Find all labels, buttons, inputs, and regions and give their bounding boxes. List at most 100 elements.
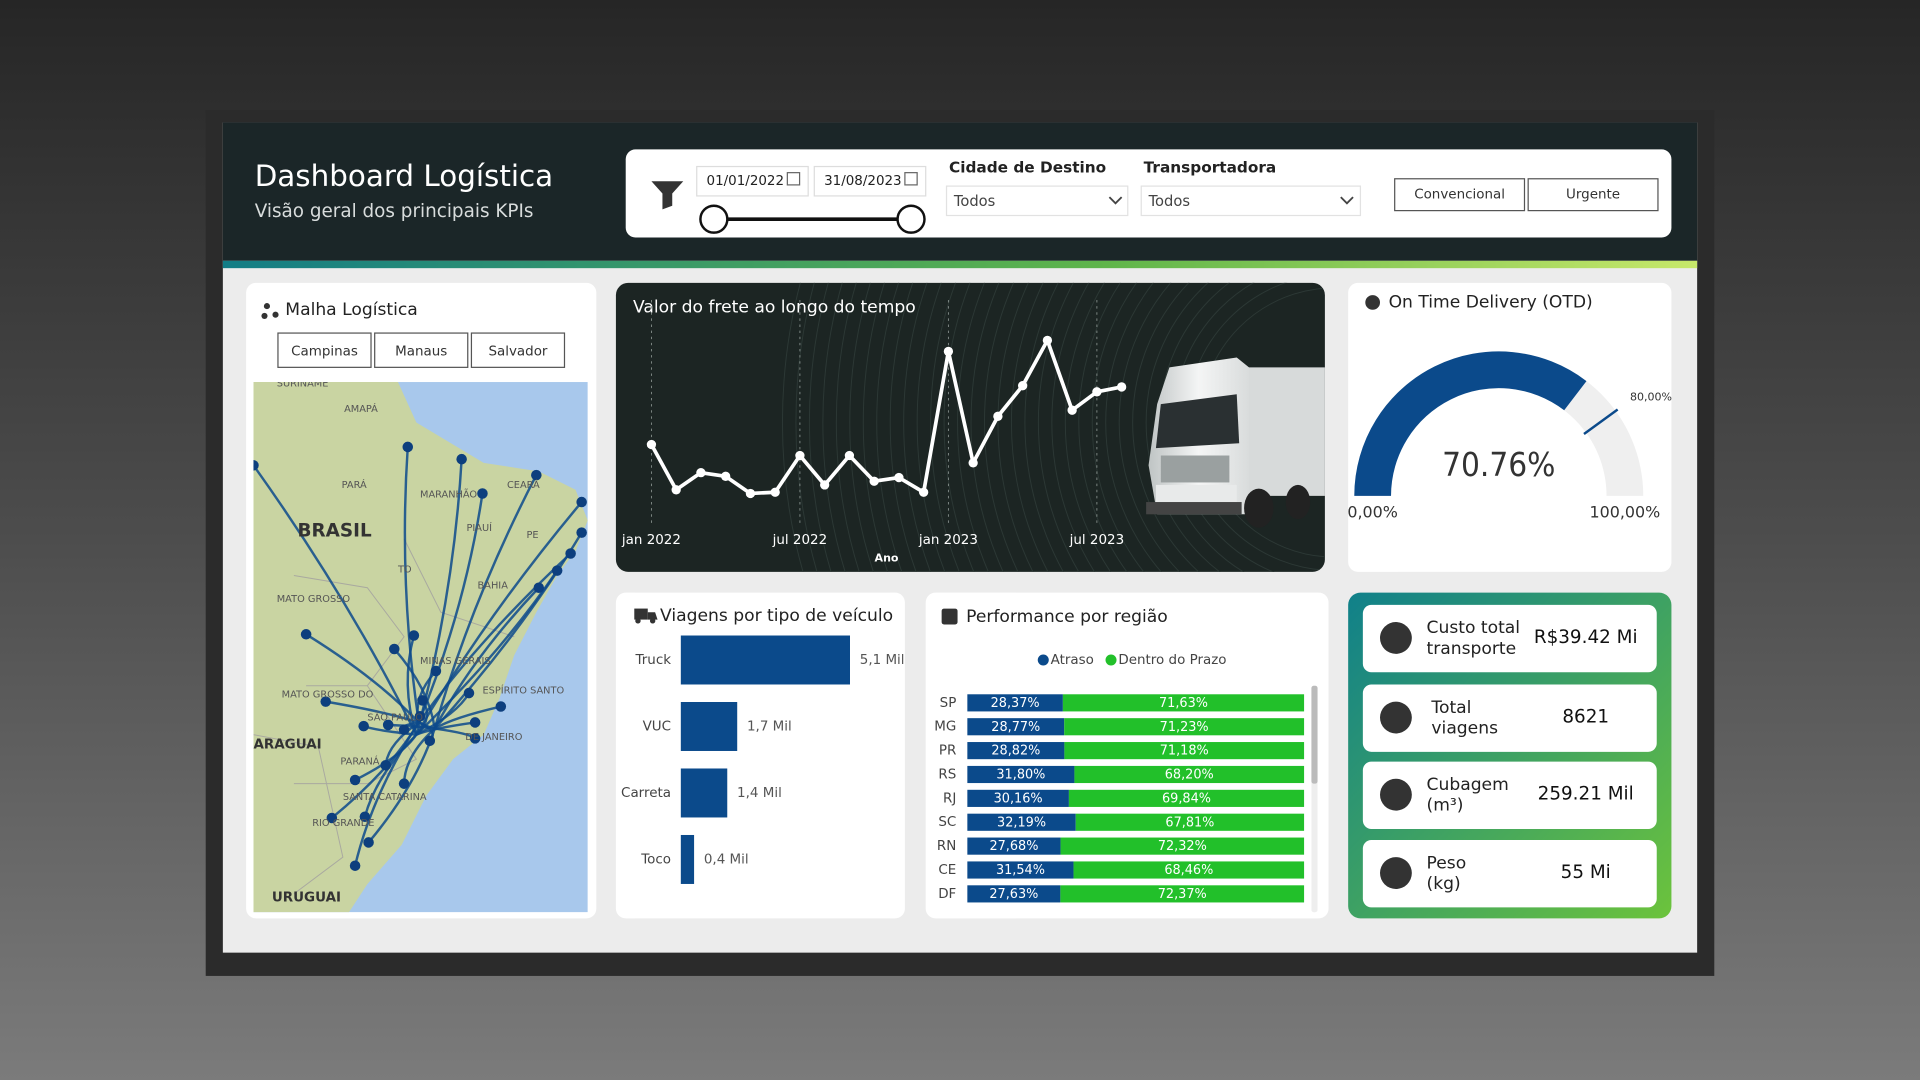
network-icon bbox=[261, 303, 279, 319]
line bbox=[649, 338, 1122, 496]
point bbox=[869, 476, 879, 486]
calendar-icon bbox=[786, 172, 801, 186]
route bbox=[433, 474, 538, 729]
kpi-card bbox=[1362, 684, 1657, 752]
x-tick-label: jan 2023 bbox=[918, 533, 978, 548]
date-end-box[interactable] bbox=[813, 165, 927, 197]
clock-icon bbox=[1365, 295, 1380, 310]
city-dot bbox=[417, 695, 428, 706]
category-label: RJ bbox=[943, 791, 956, 806]
decor-arc bbox=[916, 282, 1325, 572]
city-button-label: Manaus bbox=[395, 344, 447, 359]
map-title: Malha Logística bbox=[285, 300, 417, 320]
header-stripe bbox=[222, 260, 1698, 269]
legend-swatch bbox=[1105, 654, 1117, 666]
gauge-tick-label: 100,00% bbox=[1590, 503, 1661, 522]
carrier-dropdown[interactable] bbox=[1140, 185, 1362, 217]
value-label: 28,37% bbox=[991, 696, 1040, 711]
route bbox=[325, 700, 420, 724]
bar-segment bbox=[967, 718, 1065, 736]
point bbox=[1067, 405, 1077, 415]
kpi-label: Total bbox=[1430, 698, 1471, 718]
map[interactable]: SURINAME AMAPÁ PARÁ MARANHÃO CEARÁ BRASI… bbox=[248, 378, 588, 913]
city-dot bbox=[358, 720, 369, 732]
kpi-value: R$39.42 Mi bbox=[1534, 627, 1638, 648]
value-label: 68,46% bbox=[1164, 863, 1213, 878]
bar bbox=[680, 834, 695, 884]
value-label: 27,68% bbox=[989, 839, 1038, 854]
route bbox=[417, 493, 484, 723]
city-dot bbox=[456, 453, 467, 465]
bar-segment bbox=[967, 837, 1061, 855]
line-chart: jan 2022 jul 2022 jan 2023 jul 2023 bbox=[621, 300, 1127, 548]
city-dot bbox=[565, 548, 576, 559]
filter-icon bbox=[651, 181, 684, 210]
type-button[interactable] bbox=[1527, 178, 1659, 212]
point bbox=[721, 471, 731, 481]
decor-arc bbox=[1064, 282, 1325, 572]
city-button[interactable] bbox=[374, 332, 469, 368]
decor-arc bbox=[943, 282, 1325, 572]
type-button[interactable] bbox=[1394, 178, 1526, 212]
slider-handle[interactable] bbox=[699, 204, 729, 234]
city-dot bbox=[408, 630, 420, 641]
point bbox=[1116, 382, 1127, 392]
city-dot bbox=[253, 460, 259, 471]
routes bbox=[253, 441, 587, 871]
carrier-label: Transportadora bbox=[1144, 158, 1277, 176]
category-label: CE bbox=[938, 863, 956, 878]
value-label: 1,4 Mil bbox=[737, 786, 782, 801]
city-dot bbox=[576, 496, 587, 508]
kpi-icon bbox=[1380, 701, 1412, 734]
x-axis-label: Ano bbox=[875, 551, 899, 564]
bar-segment bbox=[1074, 765, 1305, 784]
scrollbar-thumb[interactable] bbox=[1311, 685, 1318, 784]
decor-arcs bbox=[781, 282, 1325, 572]
subtitle: Visão geral dos principais KPIs bbox=[255, 201, 534, 222]
map-label: PIAUÍ bbox=[467, 521, 493, 534]
point bbox=[671, 485, 681, 495]
kpi-value: 8621 bbox=[1562, 707, 1609, 728]
point bbox=[844, 450, 855, 461]
map-label: URUGUAI bbox=[272, 891, 341, 906]
value-label: 5,1 Mil bbox=[860, 653, 905, 668]
type-button-label: Urgente bbox=[1566, 188, 1620, 203]
map-label: MATO GROSSO bbox=[277, 594, 351, 605]
point bbox=[1092, 387, 1102, 397]
decor-arc bbox=[1118, 282, 1325, 572]
route bbox=[305, 633, 420, 724]
city-button[interactable] bbox=[470, 332, 566, 368]
decor-arc bbox=[903, 282, 1325, 572]
chart-title: Performance por região bbox=[966, 607, 1168, 627]
value-label: 1,7 Mil bbox=[747, 719, 792, 734]
category-label: SC bbox=[938, 815, 956, 830]
decor-arc bbox=[1051, 282, 1325, 572]
point bbox=[1017, 381, 1028, 391]
route bbox=[253, 464, 418, 736]
point bbox=[745, 488, 756, 499]
value-label: 28,77% bbox=[991, 720, 1040, 735]
city-dot bbox=[576, 527, 587, 538]
map-label: DE JANEIRO bbox=[465, 732, 522, 743]
decor-arc bbox=[876, 282, 1325, 572]
city-dot bbox=[398, 778, 410, 789]
map-label: TO bbox=[397, 564, 412, 575]
point bbox=[993, 411, 1003, 421]
city-dropdown[interactable] bbox=[945, 185, 1129, 217]
kpi-label: viagens bbox=[1431, 719, 1498, 739]
city-button[interactable] bbox=[277, 332, 372, 368]
point bbox=[795, 450, 805, 461]
bar-segment bbox=[1064, 718, 1305, 736]
value-label: 68,20% bbox=[1165, 768, 1214, 783]
legend-label: Dentro do Prazo bbox=[1118, 653, 1226, 668]
kpi-panel bbox=[1348, 592, 1672, 919]
stacked-bar-chart: Atraso Dentro do Prazo SP 28,37% 71,63% MG 28,… bbox=[934, 653, 1305, 903]
date-start-box[interactable] bbox=[696, 165, 809, 197]
decor-arc bbox=[822, 282, 1325, 572]
city-dot bbox=[533, 582, 545, 594]
chart-title: Viagens por tipo de veículo bbox=[660, 606, 893, 626]
gauge-card bbox=[1348, 282, 1672, 572]
value-label: 28,82% bbox=[991, 744, 1040, 759]
value-label: 31,54% bbox=[996, 863, 1045, 878]
slider-handle[interactable] bbox=[896, 204, 926, 234]
